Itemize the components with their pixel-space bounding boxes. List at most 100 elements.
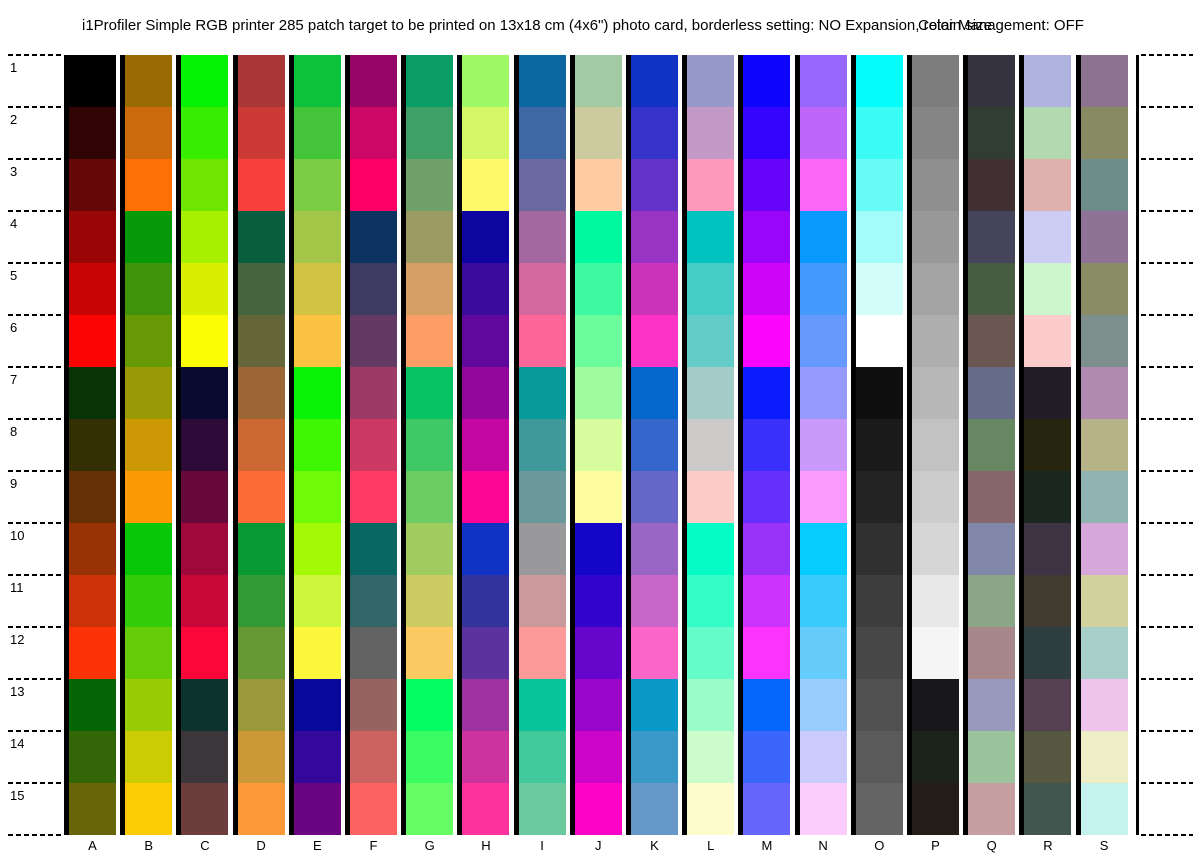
color-patch-S4 [1080, 211, 1128, 263]
patch-column-N [794, 55, 847, 835]
color-patch-O2 [855, 107, 903, 159]
color-patch-O3 [855, 159, 903, 211]
row-label-4: 4 [10, 216, 18, 231]
column-label-S: S [1099, 838, 1109, 853]
color-patch-S3 [1080, 159, 1128, 211]
color-patch-R11 [1024, 575, 1072, 627]
row-label-2: 2 [10, 112, 18, 127]
color-patch-D11 [237, 575, 285, 627]
color-patch-K3 [631, 159, 678, 211]
color-patch-L11 [687, 575, 735, 627]
column-label-M: M [761, 838, 773, 853]
color-patch-C10 [181, 523, 229, 575]
color-patch-L7 [687, 367, 735, 419]
color-patch-N14 [799, 731, 847, 783]
color-patch-M5 [743, 263, 791, 315]
color-patch-A14 [69, 731, 116, 783]
color-patch-M7 [743, 367, 791, 419]
row-tick-right [1141, 574, 1193, 576]
color-patch-C4 [181, 211, 229, 263]
color-patch-C7 [181, 367, 229, 419]
color-patch-Q4 [968, 211, 1016, 263]
row-tick-left [8, 834, 62, 836]
color-patch-M15 [743, 783, 791, 835]
row-label-15: 15 [10, 788, 25, 803]
color-patch-L15 [687, 783, 735, 835]
column-separator-bar [1075, 55, 1081, 835]
color-patch-G11 [406, 575, 454, 627]
color-patch-Q10 [968, 523, 1016, 575]
column-separator-bar [738, 55, 744, 835]
color-patch-N4 [799, 211, 847, 263]
color-patch-E3 [293, 159, 341, 211]
color-patch-N1 [799, 55, 847, 107]
color-patch-S14 [1080, 731, 1128, 783]
patch-column-H [457, 55, 510, 835]
patch-column-O [850, 55, 903, 835]
color-patch-Q11 [968, 575, 1016, 627]
color-patch-M10 [743, 523, 791, 575]
row-tick-left [8, 106, 62, 108]
color-patch-C3 [181, 159, 229, 211]
color-patch-F1 [350, 55, 397, 107]
color-patch-R12 [1024, 627, 1072, 679]
color-patch-Q15 [968, 783, 1016, 835]
column-separator-bar [1019, 55, 1025, 835]
color-patch-C15 [181, 783, 229, 835]
color-patch-O8 [855, 419, 903, 471]
color-patch-F11 [350, 575, 397, 627]
color-patch-J2 [574, 107, 622, 159]
color-patch-A7 [69, 367, 116, 419]
row-tick-left [8, 574, 62, 576]
color-patch-Q6 [968, 315, 1016, 367]
color-patch-F14 [350, 731, 397, 783]
color-patch-N3 [799, 159, 847, 211]
row-tick-right [1141, 782, 1193, 784]
color-patch-F12 [350, 627, 397, 679]
column-label-C: C [200, 838, 210, 853]
patch-column-C [176, 55, 229, 835]
patch-column-R [1019, 55, 1072, 835]
color-patch-E4 [293, 211, 341, 263]
color-patch-E9 [293, 471, 341, 523]
patch-column-E [288, 55, 341, 835]
color-patch-K11 [631, 575, 678, 627]
row-tick-left [8, 678, 62, 680]
color-patch-K5 [631, 263, 678, 315]
color-patch-J11 [574, 575, 622, 627]
color-patch-H8 [462, 419, 510, 471]
color-patch-I6 [518, 315, 566, 367]
color-patch-Q13 [968, 679, 1016, 731]
color-patch-G4 [406, 211, 454, 263]
color-patch-I5 [518, 263, 566, 315]
color-patch-P6 [912, 315, 959, 367]
row-tick-left [8, 262, 62, 264]
color-patch-A9 [69, 471, 116, 523]
color-patch-I13 [518, 679, 566, 731]
column-label-A: A [88, 838, 97, 853]
color-patch-Q3 [968, 159, 1016, 211]
color-patch-S10 [1080, 523, 1128, 575]
color-patch-N5 [799, 263, 847, 315]
color-patch-N2 [799, 107, 847, 159]
row-tick-right [1141, 54, 1193, 56]
column-separator-bar [457, 55, 463, 835]
row-label-12: 12 [10, 632, 25, 647]
color-patch-D12 [237, 627, 285, 679]
color-patch-A2 [69, 107, 116, 159]
color-patch-R7 [1024, 367, 1072, 419]
color-patch-J1 [574, 55, 622, 107]
color-patch-I10 [518, 523, 566, 575]
patch-column-I [513, 55, 566, 835]
color-patch-B2 [125, 107, 173, 159]
column-label-K: K [650, 838, 659, 853]
column-separator-bar [232, 55, 238, 835]
color-patch-F4 [350, 211, 397, 263]
color-patch-I1 [518, 55, 566, 107]
color-patch-H10 [462, 523, 510, 575]
color-patch-R13 [1024, 679, 1072, 731]
color-patch-L13 [687, 679, 735, 731]
color-patch-L1 [687, 55, 735, 107]
column-label-D: D [256, 838, 266, 853]
